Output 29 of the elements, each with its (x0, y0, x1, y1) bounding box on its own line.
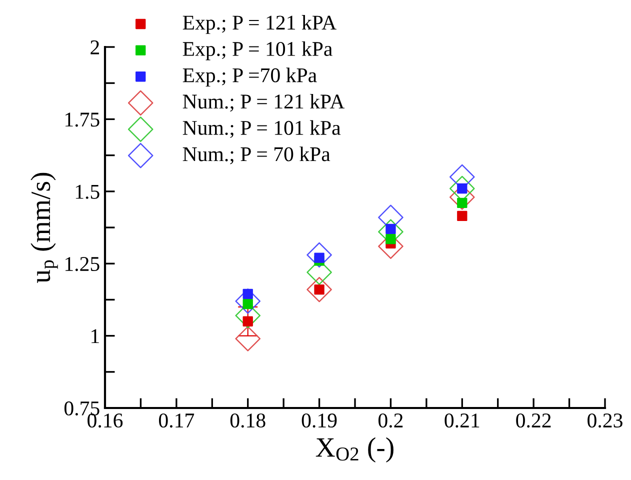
point (306, 242, 332, 268)
x-axis-title: X$_{O2}$ (-) (316, 437, 394, 462)
point (457, 210, 468, 222)
x-tick-label: 0.19 (302, 413, 337, 428)
x-tick-label: 0.22 (516, 413, 551, 428)
x-tick-label: 0.21 (444, 413, 480, 428)
y-tick-label: 1.25 (66, 257, 100, 272)
x-tick-label: 0.17 (158, 413, 194, 428)
point (242, 288, 253, 300)
legend-label: Exp.; P = 121 kPA (182, 15, 336, 34)
y-tick-label: 0.75 (64, 401, 100, 416)
y-tick-label: 1 (92, 329, 99, 344)
x-tick-label: 0.2 (378, 413, 403, 428)
x-tick-label: 0.16 (88, 413, 123, 428)
point (306, 276, 332, 302)
y-axis-title: u$_{p}$ (mm/s) (30, 172, 58, 283)
y-tick-label: 1.5 (76, 184, 100, 199)
y-tick-label: 1.75 (66, 112, 100, 127)
legend-label: Exp.; P =70 kPa (182, 68, 317, 87)
x-tick-label: 0.18 (230, 413, 266, 428)
point (235, 326, 261, 352)
legend-label: Num.; P = 70 kPa (182, 146, 330, 164)
y-tick-label: 2 (90, 40, 99, 54)
point (235, 288, 261, 314)
legend-label: Num.; P = 101 kPa (182, 120, 341, 138)
x-tick-label: 0.23 (588, 413, 622, 428)
legend-label: Num.; P = 121 kPA (182, 94, 345, 112)
legend-label: Exp.; P = 101 kPa (182, 41, 332, 60)
point (386, 234, 396, 244)
